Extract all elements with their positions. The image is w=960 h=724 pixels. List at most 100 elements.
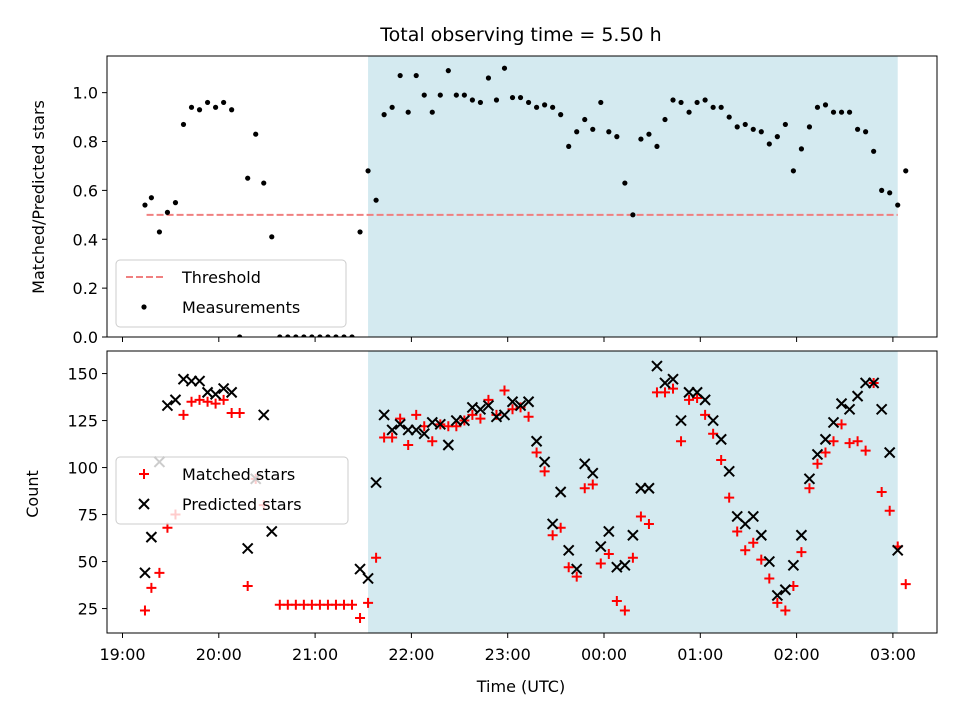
- measurement-point: [622, 180, 628, 186]
- matched-star-point: [178, 409, 189, 420]
- measurement-point: [814, 104, 821, 110]
- bottom-legend: Matched stars Predicted stars: [115, 456, 349, 525]
- matched-star-point: [523, 411, 534, 422]
- predicted-star-point: [603, 525, 615, 538]
- legend-entry-label: Matched stars: [182, 465, 295, 484]
- matched-star-point: [619, 605, 630, 616]
- matched-star-point: [635, 511, 646, 522]
- measurement-point: [277, 334, 283, 337]
- measurement-point: [550, 104, 556, 110]
- x-tick-label: 03:00: [870, 645, 916, 664]
- y-tick-label: 150: [67, 365, 98, 384]
- measurement-point: [229, 107, 235, 113]
- matched-star-point: [748, 537, 759, 548]
- x-tick-label: 01:00: [677, 645, 723, 664]
- matched-star-point: [627, 552, 638, 563]
- measurement-point: [782, 121, 788, 128]
- measurement-point: [437, 92, 443, 98]
- matched-star-point: [716, 455, 727, 466]
- measurement-point: [285, 334, 291, 337]
- measurement-point: [421, 92, 427, 98]
- measurement-point: [485, 75, 492, 81]
- predicted-star-point: [843, 403, 856, 415]
- bottom-panel: 25 50 75 100 125 150 19:00 20:00 21:00 22:00 23:00…: [67, 350, 938, 664]
- predicted-star-point: [851, 390, 864, 402]
- measurement-point: [903, 168, 909, 174]
- measurement-point: [887, 190, 893, 196]
- matched-star-point: [844, 438, 855, 449]
- y-tick-label: 0.2: [73, 279, 98, 298]
- matched-star-point: [499, 385, 510, 396]
- predicted-star-point: [875, 403, 888, 415]
- matched-star-point: [756, 554, 767, 565]
- predicted-star-point: [587, 467, 599, 479]
- measurement-point: [461, 92, 467, 98]
- y-tick-label: 100: [67, 459, 98, 478]
- predicted-star-point: [506, 396, 519, 408]
- matched-star-point: [194, 394, 205, 405]
- matched-star-point: [812, 458, 823, 469]
- measurement-point: [758, 129, 764, 135]
- matched-star-point: [700, 409, 711, 420]
- measurement-point: [301, 334, 307, 337]
- measurement-point: [638, 136, 644, 142]
- predicted-star-point: [715, 433, 727, 446]
- predicted-star-point: [675, 414, 687, 427]
- matched-star-point: [579, 483, 590, 494]
- measurement-point: [598, 99, 604, 106]
- measurement-point: [726, 114, 732, 120]
- matched-star-point: [363, 597, 374, 608]
- measurement-point: [846, 109, 853, 115]
- y-tick-label: 1.0: [73, 84, 98, 103]
- matched-star-point: [828, 436, 839, 447]
- measurement-point: [245, 175, 251, 181]
- measurement-point: [261, 180, 267, 186]
- x-tick-label: 19:00: [99, 645, 145, 664]
- predicted-star-point: [554, 486, 567, 498]
- measurement-point: [790, 168, 796, 174]
- predicted-star-point: [707, 414, 719, 427]
- measurement-point: [670, 97, 676, 103]
- matched-star-point: [708, 428, 719, 439]
- matched-star-point: [491, 409, 502, 420]
- predicted-star-point: [571, 563, 583, 575]
- measurement-point: [533, 104, 540, 110]
- bottom-marks: [139, 360, 911, 623]
- predicted-star-point: [498, 409, 511, 421]
- matched-star-point: [146, 582, 157, 593]
- matched-star-point: [820, 447, 831, 458]
- matched-star-point: [692, 393, 703, 403]
- measurement-point: [774, 134, 780, 140]
- matched-star-point: [587, 479, 598, 490]
- predicted-star-point: [258, 409, 270, 421]
- predicted-star-point: [699, 394, 711, 406]
- measurement-point: [606, 129, 612, 135]
- matched-star-point: [764, 573, 775, 584]
- y-tick-label: 0.0: [73, 328, 98, 347]
- x-tick-label: 20:00: [196, 645, 242, 664]
- predicted-star-point: [514, 399, 527, 412]
- matched-star-point: [467, 409, 478, 420]
- predicted-star-point: [145, 531, 158, 543]
- matched-star-point: [603, 549, 614, 560]
- x-axis-label: Time (UTC): [476, 677, 565, 696]
- matched-star-point: [547, 530, 558, 541]
- matched-star-point: [186, 396, 197, 407]
- measurement-point: [333, 334, 339, 337]
- measurement-point: [188, 104, 195, 110]
- predicted-star-point: [394, 418, 406, 431]
- predicted-star-point: [354, 563, 366, 575]
- matched-star-point: [860, 445, 871, 456]
- measurement-point: [309, 334, 315, 337]
- predicted-star-point: [723, 465, 735, 478]
- measurement-point: [172, 200, 179, 206]
- predicted-star-point: [747, 510, 759, 523]
- matched-star-point: [804, 483, 815, 494]
- predicted-star-point: [522, 396, 535, 408]
- matched-star-point: [475, 413, 486, 424]
- measurement-point: [558, 112, 564, 118]
- measurement-point: [469, 97, 475, 103]
- matched-star-point: [724, 492, 735, 503]
- top-legend: Threshold Measurements: [115, 259, 347, 328]
